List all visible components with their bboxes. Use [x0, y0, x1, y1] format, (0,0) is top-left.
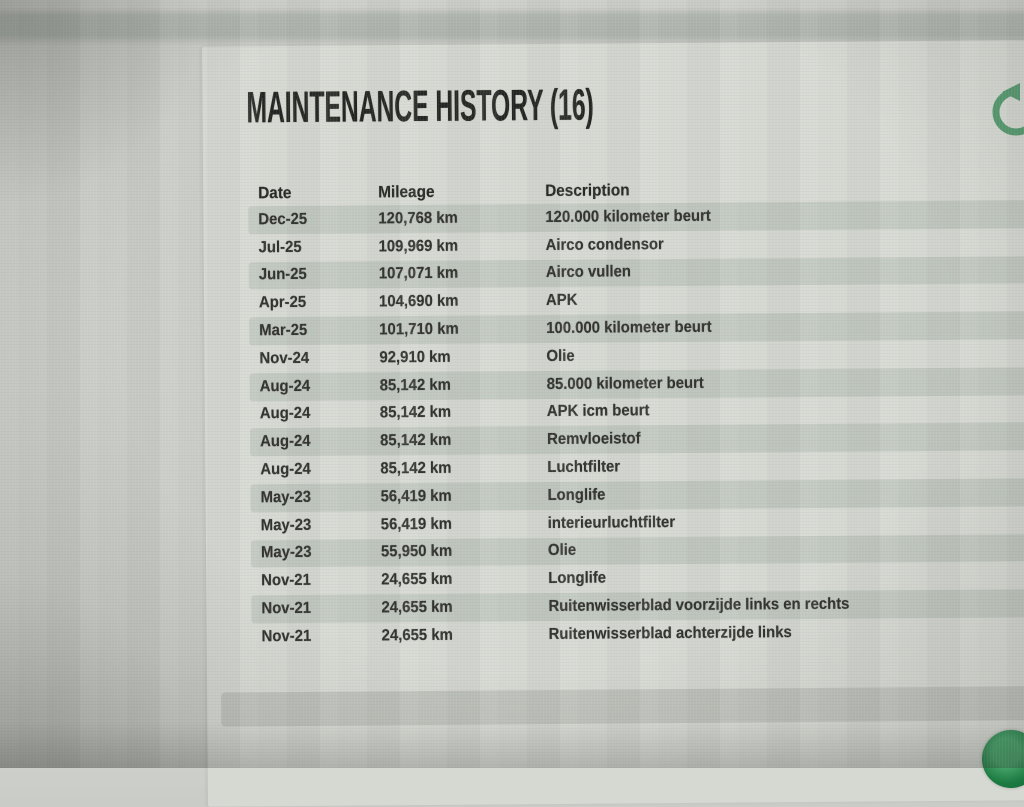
cell-mileage: 85,142 km	[380, 459, 452, 478]
cell-mileage: 101,710 km	[379, 320, 459, 339]
cell-date: Nov-21	[261, 627, 312, 646]
cell-date: Mar-25	[259, 321, 308, 340]
cell-date: May-23	[260, 544, 312, 562]
cell-mileage: 55,950 km	[380, 543, 453, 561]
cell-date: Apr-25	[258, 294, 307, 312]
cell-description: Ruitenwisserblad voorzijde links en rech…	[548, 595, 850, 616]
cell-mileage: 92,910 km	[379, 348, 451, 367]
table-body: Dec-25 120,768 km 120.000 kilometer beur…	[248, 199, 1024, 651]
cell-description: Longlife	[548, 569, 607, 588]
cell-mileage: 85,142 km	[379, 404, 452, 422]
cell-date: Aug-24	[260, 460, 311, 479]
cell-mileage: 104,690 km	[378, 292, 459, 311]
col-header-date: Date	[258, 183, 292, 202]
cell-mileage: 107,071 km	[378, 265, 459, 283]
cell-mileage: 24,655 km	[381, 598, 453, 617]
cell-date: Nov-24	[259, 349, 310, 368]
cell-mileage: 85,142 km	[379, 376, 451, 394]
cell-description: Ruitenwisserblad achterzijde links	[548, 623, 792, 643]
cell-date: Dec-25	[258, 210, 308, 229]
cell-mileage: 120,768 km	[378, 209, 458, 228]
cell-description: Airco condensor	[545, 235, 664, 254]
cell-date: May-23	[260, 516, 312, 534]
cell-mileage: 24,655 km	[381, 626, 453, 645]
cell-date: Jul-25	[258, 238, 302, 256]
cell-description: 120.000 kilometer beurt	[545, 207, 711, 226]
cell-date: Nov-21	[261, 599, 312, 618]
cell-date: Aug-24	[260, 433, 311, 451]
cell-mileage: 56,419 km	[380, 487, 452, 506]
cell-date: Nov-21	[261, 572, 311, 590]
cell-description: APK icm beurt	[546, 402, 650, 421]
top-section-divider	[0, 7, 1024, 46]
cell-description: Remvloeistof	[547, 430, 641, 449]
refresh-arrow-icon[interactable]	[982, 80, 1024, 144]
cell-mileage: 24,655 km	[381, 571, 453, 589]
cell-description: 100.000 kilometer beurt	[546, 318, 712, 338]
cell-description: Olie	[546, 347, 575, 365]
cell-date: Aug-24	[259, 405, 311, 423]
cell-mileage: 56,419 km	[380, 515, 452, 533]
card-footer-band	[221, 685, 1024, 727]
maintenance-table: Date Mileage Description Dec-25 120,768 …	[248, 174, 1024, 651]
table-row: Nov-21 24,655 km Ruitenwisserblad achter…	[252, 617, 1024, 651]
cell-description: Airco vullen	[545, 263, 632, 282]
cell-description: interieurluchtfilter	[547, 513, 676, 532]
cell-date: May-23	[260, 488, 312, 507]
col-header-mileage: Mileage	[378, 182, 435, 201]
page-title: MAINTENANCE HISTORY (16)	[246, 80, 594, 133]
cell-description: Longlife	[547, 486, 606, 504]
cell-date: Aug-24	[259, 377, 311, 395]
col-header-description: Description	[545, 180, 630, 200]
maintenance-history-card: MAINTENANCE HISTORY (16) Date Mileage De…	[202, 39, 1024, 807]
cell-date: Jun-25	[258, 266, 307, 284]
cell-description: 85.000 kilometer beurt	[546, 374, 704, 393]
cell-description: Olie	[547, 542, 577, 560]
cell-description: Luchtfilter	[547, 458, 621, 477]
cell-description: APK	[545, 292, 578, 310]
cell-mileage: 85,142 km	[380, 432, 452, 450]
cell-mileage: 109,969 km	[378, 237, 459, 256]
